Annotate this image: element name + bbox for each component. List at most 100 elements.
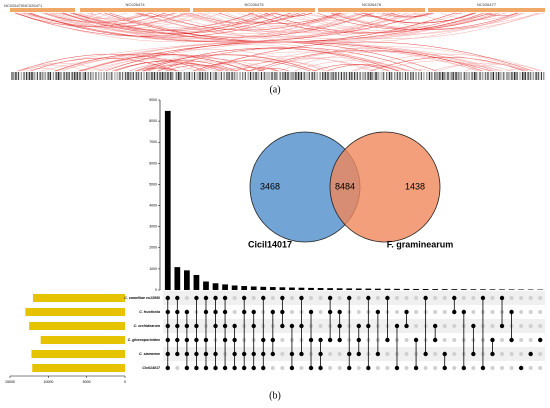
matrix-empty-dot: [443, 324, 447, 328]
bar: [394, 289, 400, 290]
matrix-empty-dot: [376, 366, 380, 370]
bar: [385, 289, 391, 290]
matrix-empty-dot: [452, 352, 456, 356]
matrix-empty-dot: [280, 338, 284, 342]
matrix-dot: [337, 338, 341, 342]
venn-count: 1438: [405, 181, 425, 191]
chromosome-label: NC026474: [125, 2, 145, 7]
x-tick-label: 5000: [83, 380, 91, 384]
matrix-dot: [423, 296, 427, 300]
matrix-dot: [404, 310, 408, 314]
bar: [471, 289, 477, 290]
panel-label: (b): [269, 390, 281, 401]
matrix-empty-dot: [319, 296, 323, 300]
chromosome: [80, 8, 190, 12]
y-tick-label: 4000: [149, 203, 157, 207]
matrix-dot: [166, 366, 170, 370]
set-label: C. orchidearum: [134, 324, 161, 328]
matrix-dot: [261, 352, 265, 356]
matrix-dot: [309, 310, 313, 314]
matrix-dot: [166, 296, 170, 300]
matrix-dot: [232, 366, 236, 370]
matrix-empty-dot: [338, 352, 342, 356]
bar: [289, 288, 295, 290]
matrix-empty-dot: [538, 352, 542, 356]
matrix-empty-dot: [538, 366, 542, 370]
matrix-dot: [528, 352, 532, 356]
bar: [499, 289, 505, 290]
bar: [432, 289, 438, 290]
bar: [251, 286, 257, 290]
chromosome: [10, 8, 75, 12]
venn-set-label: F. graminearum: [387, 239, 454, 249]
matrix-empty-dot: [185, 296, 189, 300]
matrix-empty-dot: [280, 366, 284, 370]
matrix-dot: [185, 366, 189, 370]
matrix-empty-dot: [452, 366, 456, 370]
matrix-dot: [290, 366, 294, 370]
matrix-empty-dot: [233, 296, 237, 300]
matrix-empty-dot: [538, 324, 542, 328]
bar: [404, 289, 410, 290]
matrix-dot: [223, 366, 227, 370]
matrix-dot: [213, 310, 217, 314]
matrix-empty-dot: [443, 338, 447, 342]
matrix-dot: [204, 352, 208, 356]
bar: [241, 286, 247, 290]
x-tick-label: 10000: [43, 380, 53, 384]
row-band: [163, 347, 545, 361]
matrix-dot: [309, 338, 313, 342]
matrix-empty-dot: [433, 366, 437, 370]
row-band: [163, 291, 545, 305]
matrix-empty-dot: [328, 352, 332, 356]
matrix-dot: [481, 296, 485, 300]
matrix-empty-dot: [500, 338, 504, 342]
matrix-dot: [185, 310, 189, 314]
matrix-empty-dot: [500, 352, 504, 356]
matrix-dot: [452, 296, 456, 300]
matrix-dot: [213, 324, 217, 328]
matrix-dot: [318, 366, 322, 370]
matrix-dot: [271, 338, 275, 342]
matrix-dot: [232, 338, 236, 342]
bar: [213, 283, 219, 290]
bar: [490, 289, 496, 290]
matrix-dot: [376, 310, 380, 314]
bar: [308, 288, 314, 290]
matrix-dot: [443, 366, 447, 370]
matrix-dot: [185, 324, 189, 328]
matrix-dot: [175, 310, 179, 314]
matrix-dot: [232, 324, 236, 328]
matrix-empty-dot: [338, 296, 342, 300]
matrix-empty-dot: [299, 366, 303, 370]
bar: [299, 288, 305, 290]
matrix-dot: [223, 324, 227, 328]
matrix-dot: [509, 338, 513, 342]
matrix-dot: [423, 352, 427, 356]
matrix-dot: [366, 324, 370, 328]
matrix-empty-dot: [433, 310, 437, 314]
bar: [222, 284, 228, 290]
matrix-dot: [261, 338, 265, 342]
matrix-empty-dot: [357, 296, 361, 300]
venn-count: 3468: [260, 181, 280, 191]
matrix-empty-dot: [433, 352, 437, 356]
matrix-dot: [481, 366, 485, 370]
matrix-dot: [242, 310, 246, 314]
y-tick-label: 1000: [149, 267, 157, 271]
matrix-dot: [538, 338, 542, 342]
matrix-dot: [347, 366, 351, 370]
matrix-dot: [519, 366, 523, 370]
bar: [260, 287, 266, 290]
matrix-dot: [213, 352, 217, 356]
matrix-empty-dot: [452, 324, 456, 328]
matrix-dot: [175, 296, 179, 300]
matrix-dot: [261, 366, 265, 370]
matrix-dot: [175, 338, 179, 342]
matrix-empty-dot: [328, 366, 332, 370]
bar: [184, 270, 190, 290]
matrix-dot: [223, 296, 227, 300]
set-size-bar: [41, 336, 125, 344]
matrix-dot: [328, 310, 332, 314]
matrix-empty-dot: [471, 296, 475, 300]
